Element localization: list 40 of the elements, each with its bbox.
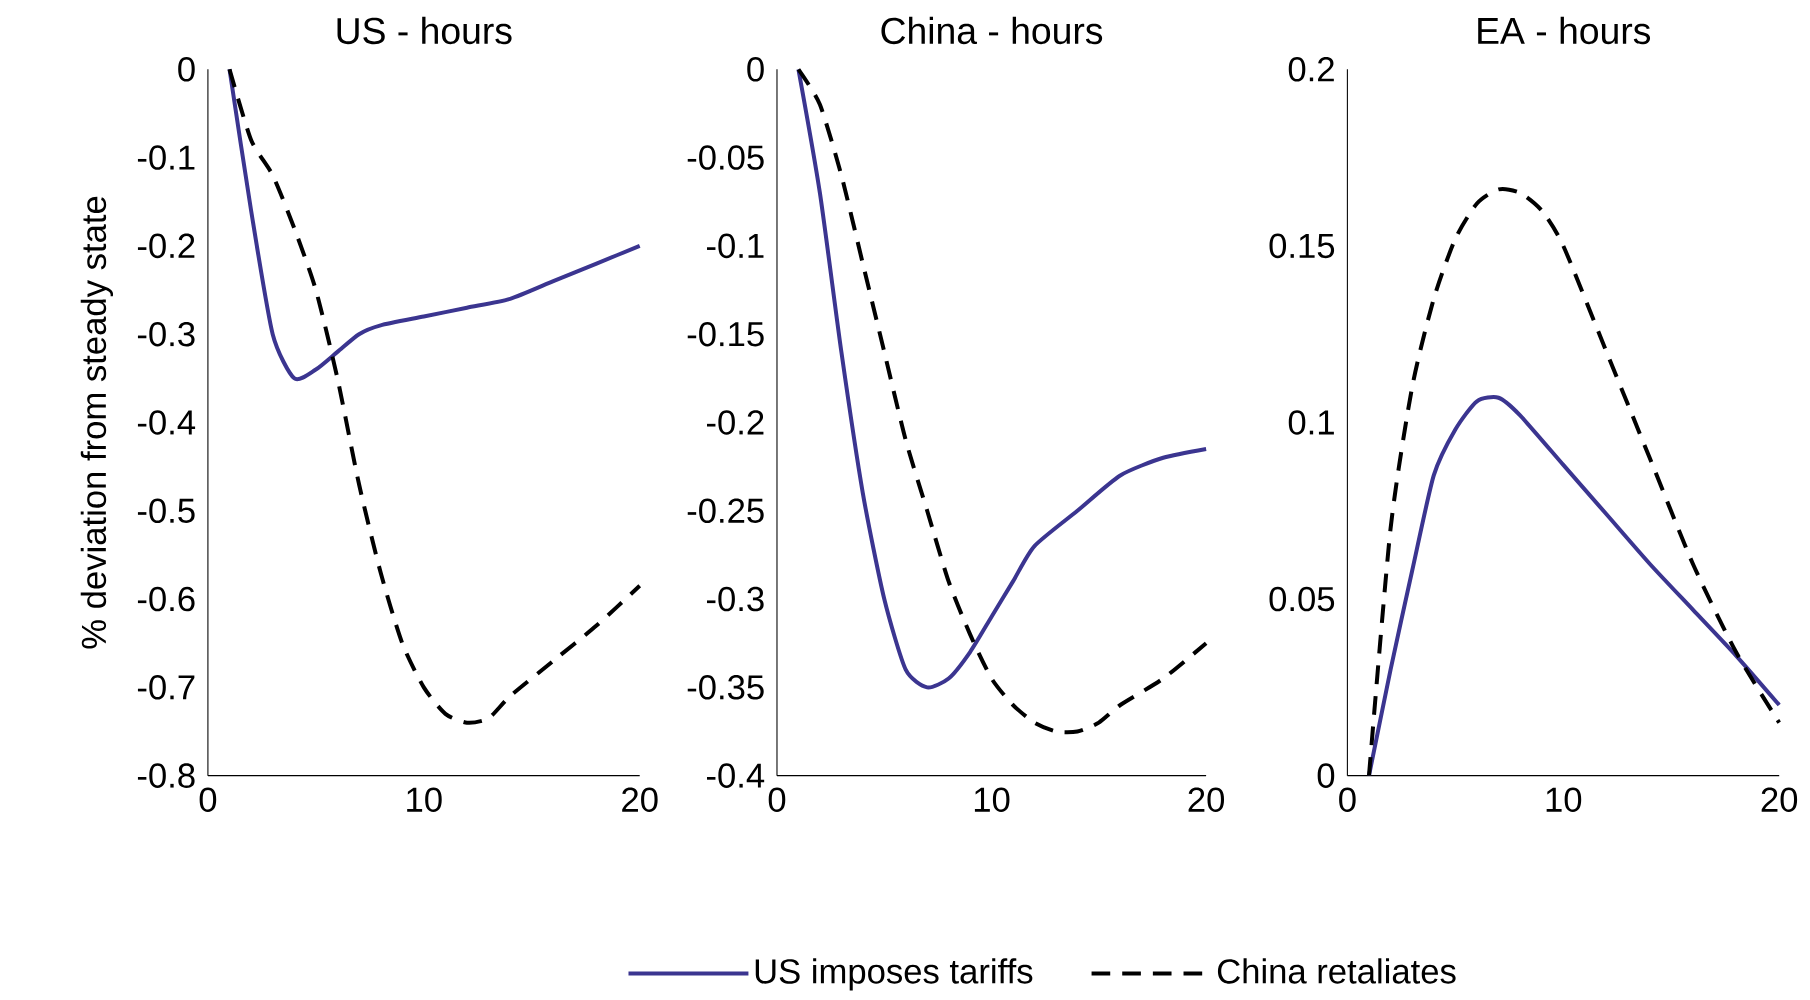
y-tick-label: -0.25 xyxy=(687,498,764,524)
y-tick-label: -0.3 xyxy=(707,587,764,612)
y-tick-label: 0 xyxy=(1317,763,1335,789)
y-tick-label: -0.6 xyxy=(137,587,195,612)
legend-label: US imposes tariffs xyxy=(755,958,1033,991)
x-tick-label: 20 xyxy=(1188,787,1225,813)
y-tick-label: -0.35 xyxy=(687,675,764,700)
x-tick-label: 0 xyxy=(199,787,217,813)
y-tick-label: 0.05 xyxy=(1269,587,1335,612)
y-tick-label: -0.4 xyxy=(137,410,196,435)
y-tick-label: 0 xyxy=(178,57,195,82)
line-series xyxy=(227,67,642,725)
x-tick-label: 0 xyxy=(1339,787,1356,813)
y-tick-label: -0.7 xyxy=(137,675,195,700)
x-tick-label: 10 xyxy=(407,787,442,813)
x-tick-label: 10 xyxy=(974,787,1010,813)
chart-title: China - hours xyxy=(881,17,1103,45)
y-tick-label: 0.15 xyxy=(1269,233,1335,259)
y-tick-label: 0 xyxy=(747,57,764,82)
line-series xyxy=(227,67,642,382)
x-tick-label: 20 xyxy=(622,787,658,813)
chart-title: US - hours xyxy=(337,17,512,45)
y-tick-label: -0.4 xyxy=(707,763,765,789)
y-tick-label: -0.5 xyxy=(137,498,195,524)
y-tick-label: -0.2 xyxy=(707,410,764,435)
y-tick-label: -0.15 xyxy=(687,322,764,347)
y-tick-label: -0.3 xyxy=(137,322,195,347)
x-tick-label: 10 xyxy=(1546,787,1582,813)
y-tick-label: -0.8 xyxy=(137,763,195,789)
y-tick-label: 0.2 xyxy=(1288,57,1334,82)
y-tick-label: -0.1 xyxy=(707,233,764,259)
y-axis-title: % deviation from steady state xyxy=(80,197,114,649)
y-tick-label: -0.05 xyxy=(687,145,764,171)
x-tick-label: 0 xyxy=(768,787,786,813)
y-tick-label: -0.1 xyxy=(137,145,195,171)
legend-label: China retaliates xyxy=(1217,958,1456,984)
x-tick-label: 20 xyxy=(1761,787,1798,813)
y-tick-label: -0.2 xyxy=(137,233,195,259)
chart-title: EA - hours xyxy=(1478,17,1651,45)
y-tick-label: 0.1 xyxy=(1288,410,1334,435)
